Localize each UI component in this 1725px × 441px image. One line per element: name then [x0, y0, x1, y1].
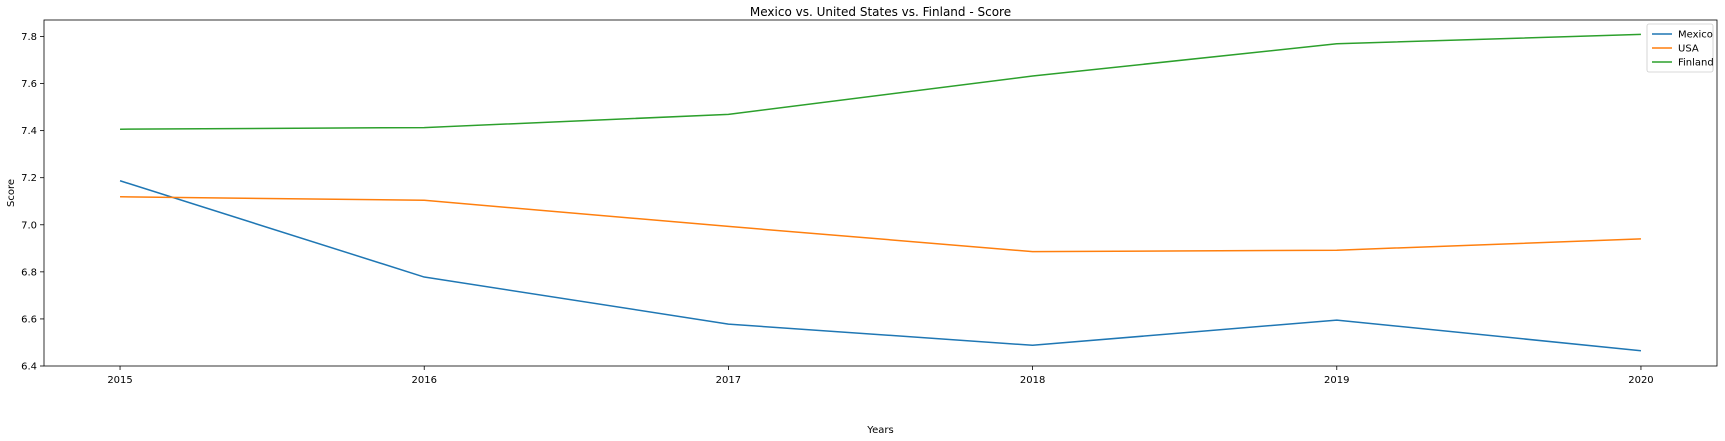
y-tick-label: 6.8: [21, 267, 37, 278]
plot-frame: [43, 19, 1718, 367]
y-tick-label: 6.6: [21, 314, 37, 325]
legend-label: Finland: [1678, 58, 1714, 69]
x-tick-label: 2016: [412, 375, 437, 386]
x-tick-label: 2019: [1324, 375, 1349, 386]
legend-label: Mexico: [1678, 30, 1713, 41]
y-tick-label: 7.0: [21, 220, 37, 231]
y-tick-label: 7.2: [21, 173, 37, 184]
legend: Mexico USA Finland: [1646, 23, 1714, 73]
legend-box: [1646, 23, 1714, 73]
chart-title: Mexico vs. United States vs. Finland - S…: [750, 5, 1011, 19]
series-line-mexico: [119, 180, 1642, 352]
series-line-usa: [120, 196, 1641, 253]
legend-label: USA: [1678, 44, 1699, 55]
y-tick-label: 7.4: [21, 126, 37, 137]
y-tick-label: 6.4: [21, 362, 37, 373]
x-tick-label: 2017: [716, 375, 741, 386]
series-layer: [119, 33, 1642, 352]
x-axis: 2015 2016 2017 2018 2019 2020: [107, 366, 1654, 386]
x-tick-label: 2018: [1020, 375, 1045, 386]
y-axis-label: Score: [6, 179, 17, 207]
y-axis: 6.4 6.6 6.8 7.0 7.2 7.4 7.6 7.8: [21, 32, 44, 373]
series-line-finland: [120, 33, 1641, 130]
y-tick-label: 7.6: [21, 79, 37, 90]
plot-area: [43, 19, 1718, 367]
x-tick-label: 2020: [1628, 375, 1653, 386]
x-tick-label: 2015: [107, 375, 132, 386]
y-tick-label: 7.8: [21, 32, 37, 43]
x-axis-label: Years: [866, 425, 893, 436]
